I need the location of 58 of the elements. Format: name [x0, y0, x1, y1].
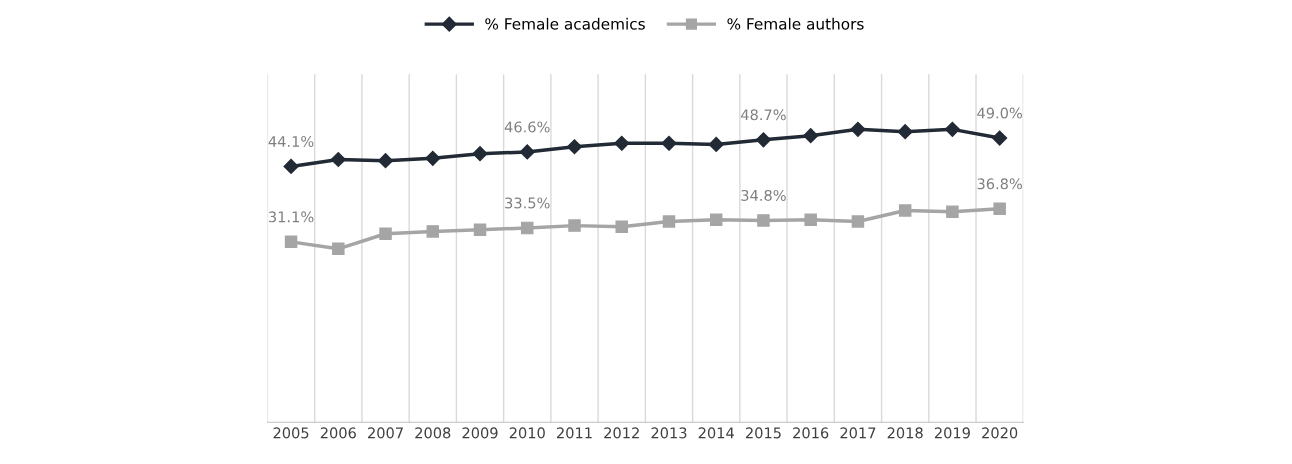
legend-label: % Female academics	[485, 17, 645, 30]
point	[708, 136, 724, 152]
point	[426, 225, 440, 238]
point	[944, 121, 960, 137]
point	[615, 220, 628, 234]
point	[566, 139, 583, 155]
data-label: 31.1%	[269, 211, 314, 223]
data-label: 46.6%	[504, 121, 550, 133]
x-tick-label: 2013	[651, 427, 687, 439]
data-label: 34.8%	[741, 189, 786, 201]
point	[284, 235, 298, 249]
x-tick-label: 2020	[982, 427, 1018, 439]
x-tick-label: 2012	[604, 427, 639, 439]
point	[897, 124, 913, 140]
point	[521, 221, 534, 235]
x-tick-label: 2019	[934, 427, 970, 439]
x-tick-label: 2005	[273, 427, 309, 439]
data-label: 48.7%	[741, 109, 786, 121]
point	[568, 219, 581, 232]
point	[992, 130, 1008, 146]
point	[803, 128, 819, 144]
point	[993, 202, 1006, 216]
x-tick-label: 2015	[745, 427, 781, 439]
point	[473, 223, 487, 236]
x-tick-label: 2014	[698, 427, 734, 439]
point	[283, 158, 299, 175]
point	[661, 135, 677, 151]
data-label: 36.8%	[977, 178, 1022, 190]
x-tick-label: 2018	[887, 427, 923, 439]
point	[851, 215, 865, 228]
point	[898, 204, 912, 217]
x-tick-label: 2007	[368, 427, 403, 439]
point	[757, 214, 770, 227]
point	[377, 153, 394, 169]
x-tick-label: 2006	[320, 427, 356, 439]
point	[614, 135, 630, 151]
point	[472, 146, 488, 162]
data-label: 44.1%	[268, 135, 314, 147]
x-tick-label: 2016	[793, 427, 829, 439]
point	[379, 227, 392, 240]
point	[946, 205, 959, 218]
x-tick-label: 2010	[509, 427, 545, 439]
legend-label: % Female authors	[727, 17, 864, 30]
point	[662, 215, 676, 228]
point	[332, 242, 345, 256]
point	[425, 150, 441, 166]
point	[804, 213, 817, 227]
x-tick-label: 2011	[557, 427, 592, 439]
x-tick-label: 2008	[415, 427, 451, 439]
data-label: 33.5%	[505, 197, 550, 209]
x-tick-label: 2017	[840, 427, 876, 439]
point	[850, 121, 866, 137]
data-label: 49.0%	[977, 107, 1022, 119]
point	[519, 144, 535, 160]
point	[709, 213, 723, 227]
x-tick-label: 2009	[462, 427, 498, 439]
point	[755, 132, 772, 148]
point	[330, 151, 346, 168]
